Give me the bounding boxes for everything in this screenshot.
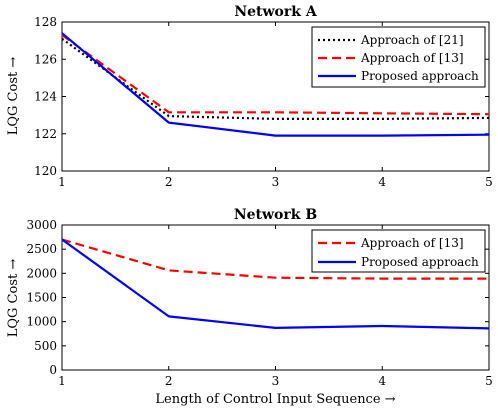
legend: Approach of [21] Approach of [13] Proposed… xyxy=(311,26,486,88)
x-tick-label: 3 xyxy=(272,374,280,388)
x-tick-label: 2 xyxy=(165,374,173,388)
legend-label: Approach of [13] xyxy=(360,236,464,250)
y-tick-label: 124 xyxy=(34,90,57,104)
chart-network-a: Network A 1 2 3 4 5 120 122 124 126 128 LQG Cost → A… xyxy=(6,4,493,189)
y-tick-label: 122 xyxy=(34,127,57,141)
x-tick-label: 2 xyxy=(165,175,173,189)
chart-title: Network B xyxy=(234,207,318,223)
x-tick-label: 3 xyxy=(272,175,280,189)
y-tick-label: 0 xyxy=(49,363,57,377)
legend-box xyxy=(311,229,486,273)
y-tick-label: 128 xyxy=(34,15,57,29)
series-line-2 xyxy=(61,34,490,116)
series-line-2 xyxy=(61,238,490,330)
chart-title: Network A xyxy=(234,4,318,20)
series-line-1 xyxy=(61,37,490,121)
y-axis-label: LQG Cost → xyxy=(6,259,21,338)
legend-label: Approach of [13] xyxy=(360,51,464,65)
y-tick-label: 1500 xyxy=(26,291,57,305)
y-tick-label: 2500 xyxy=(26,242,57,256)
y-axis-label: LQG Cost → xyxy=(6,57,21,136)
y-tick-label: 126 xyxy=(34,52,57,66)
y-tick-label: 3000 xyxy=(26,218,57,232)
chart-network-b: Network B 1 2 3 4 5 0 500 1000 1500 2000 2500 3000 LQ… xyxy=(6,207,493,407)
series-line-3 xyxy=(61,32,490,137)
x-tick-label: 1 xyxy=(58,175,66,189)
x-axis-label: Length of Control Input Sequence → xyxy=(155,392,395,407)
x-tick-label: 1 xyxy=(58,374,66,388)
x-tick-label: 4 xyxy=(378,374,386,388)
x-tick-label: 5 xyxy=(485,175,493,189)
legend-label: Approach of [21] xyxy=(360,33,464,47)
x-tick-label: 5 xyxy=(485,374,493,388)
y-tick-label: 2000 xyxy=(26,266,57,280)
series-line-1 xyxy=(61,238,489,280)
legend-label: Proposed approach xyxy=(361,69,479,83)
x-tick-label: 4 xyxy=(378,175,386,189)
y-tick-label: 120 xyxy=(34,164,57,178)
legend-label: Proposed approach xyxy=(361,255,479,269)
y-tick-label: 500 xyxy=(34,339,57,353)
legend: Approach of [13] Proposed approach xyxy=(311,229,486,273)
y-tick-label: 1000 xyxy=(26,315,57,329)
